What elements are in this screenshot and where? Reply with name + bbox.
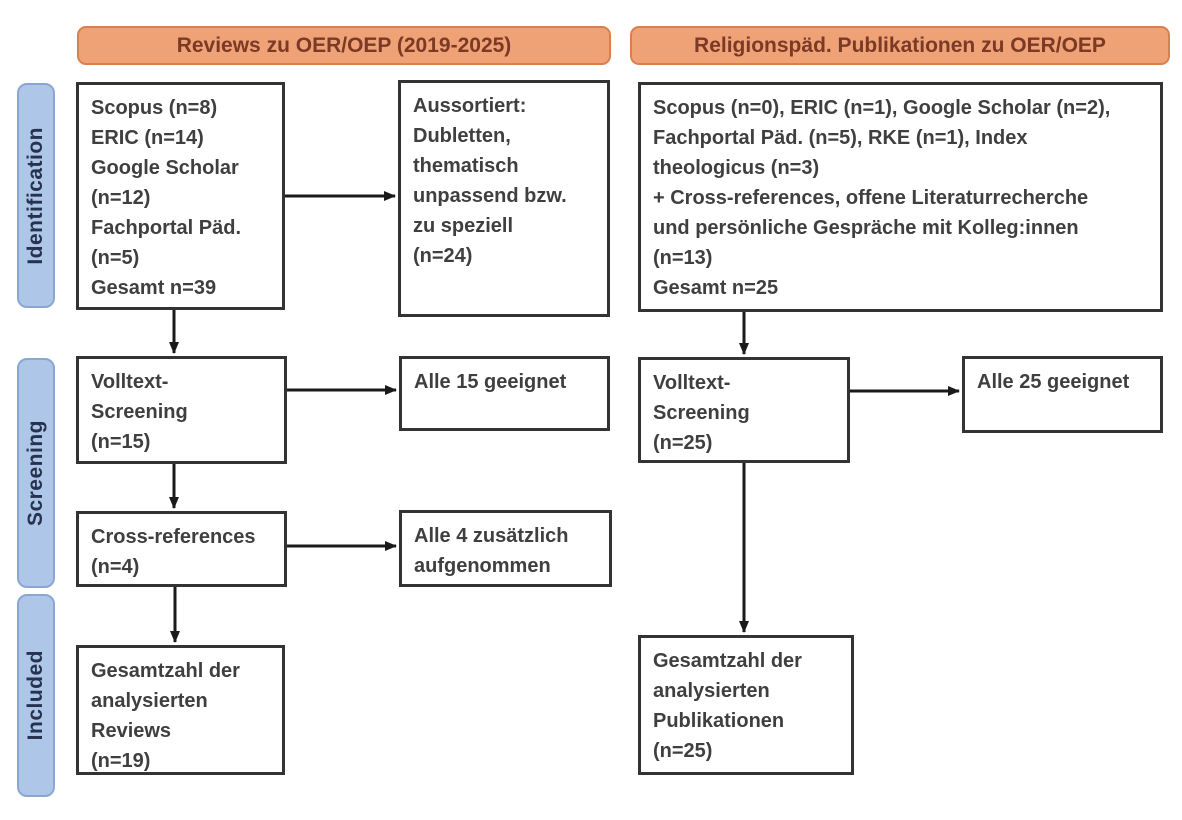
box-left-included-total: Gesamtzahl der analysierten Reviews (n=1…: [76, 645, 285, 775]
box-left-crossref-result: Alle 4 zusätzlich aufgenommen: [399, 510, 612, 587]
box-left-excluded: Aussortiert: Dubletten, thematisch unpas…: [398, 80, 610, 317]
box-right-included-total: Gesamtzahl der analysierten Publikatione…: [638, 635, 854, 775]
stage-label-identification-text: Identification: [24, 126, 47, 265]
stage-label-included: Included: [17, 594, 55, 797]
stage-label-identification: Identification: [17, 83, 55, 308]
box-right-fulltext-result: Alle 25 geeignet: [962, 356, 1163, 433]
column-header-religionspaed: Religionspäd. Publikationen zu OER/OEP: [630, 26, 1170, 65]
box-left-fulltext-result: Alle 15 geeignet: [399, 356, 610, 431]
stage-label-screening-text: Screening: [24, 419, 47, 527]
box-left-sources: Scopus (n=8) ERIC (n=14) Google Scholar …: [76, 82, 285, 310]
box-right-fulltext-screening: Volltext- Screening (n=25): [638, 357, 850, 463]
column-header-reviews: Reviews zu OER/OEP (2019-2025): [77, 26, 611, 65]
box-left-crossref: Cross-references (n=4): [76, 511, 287, 587]
box-left-fulltext-screening: Volltext- Screening (n=15): [76, 356, 287, 464]
stage-label-included-text: Included: [24, 650, 47, 741]
box-right-sources: Scopus (n=0), ERIC (n=1), Google Scholar…: [638, 82, 1163, 312]
stage-label-screening: Screening: [17, 358, 55, 588]
